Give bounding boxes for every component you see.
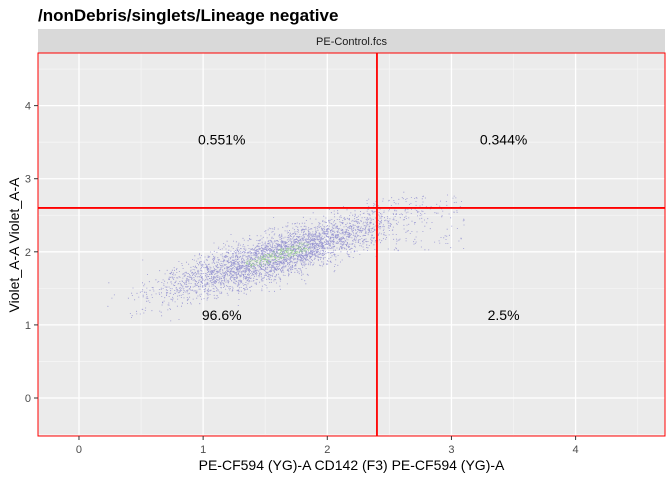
y-tick-label: 0 — [25, 393, 31, 405]
quadrant-labels: 0.551% 0.344% 96.6% 2.5% — [198, 131, 527, 322]
dense-event-point-cloud — [245, 242, 311, 269]
y-tick-label: 2 — [25, 247, 31, 259]
chart-title: /nonDebris/singlets/Lineage negative — [38, 6, 338, 25]
y-tick-label: 1 — [25, 320, 31, 332]
facet-label: PE-Control.fcs — [316, 36, 387, 48]
y-axis-ticks: 0 1 2 3 4 — [25, 101, 38, 405]
event-point-cloud — [107, 191, 465, 322]
panel-border — [37, 52, 666, 437]
quadrant-label: 0.551% — [198, 131, 245, 147]
x-tick-label: 1 — [200, 444, 206, 456]
quadrant-label: 2.5% — [488, 307, 520, 323]
x-tick-label: 2 — [324, 444, 330, 456]
y-tick-label: 3 — [25, 174, 31, 186]
facet-strip — [38, 29, 665, 53]
x-tick-label: 3 — [448, 444, 454, 456]
quadrant-label: 0.344% — [480, 131, 527, 147]
quadrant-gate — [38, 53, 665, 436]
x-axis-ticks: 0 1 2 3 4 — [76, 436, 579, 456]
y-axis-title: Violet_A-A Violet_A-A — [6, 177, 22, 313]
x-axis-title: PE-CF594 (YG)-A CD142 (F3) PE-CF594 (YG)… — [199, 457, 505, 473]
x-tick-label: 4 — [573, 444, 579, 456]
quadrant-label: 96.6% — [202, 307, 242, 323]
x-tick-label: 0 — [76, 444, 82, 456]
y-tick-label: 4 — [25, 101, 31, 113]
event-points — [107, 191, 465, 322]
